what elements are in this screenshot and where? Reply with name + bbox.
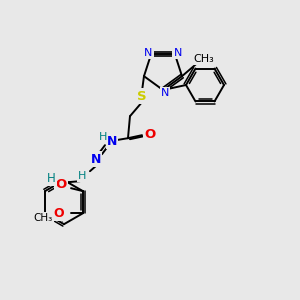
Text: H: H	[47, 172, 56, 185]
Text: N: N	[174, 48, 182, 58]
Text: H: H	[78, 171, 86, 181]
Text: O: O	[144, 128, 156, 141]
Text: N: N	[144, 48, 152, 58]
Text: CH₃: CH₃	[33, 213, 53, 223]
Text: S: S	[137, 90, 147, 103]
Text: H: H	[99, 132, 107, 142]
Text: O: O	[56, 178, 67, 191]
Text: N: N	[91, 153, 101, 166]
Text: O: O	[54, 207, 64, 220]
Text: CH₃: CH₃	[194, 54, 214, 64]
Text: N: N	[107, 135, 117, 148]
Text: N: N	[161, 88, 169, 98]
